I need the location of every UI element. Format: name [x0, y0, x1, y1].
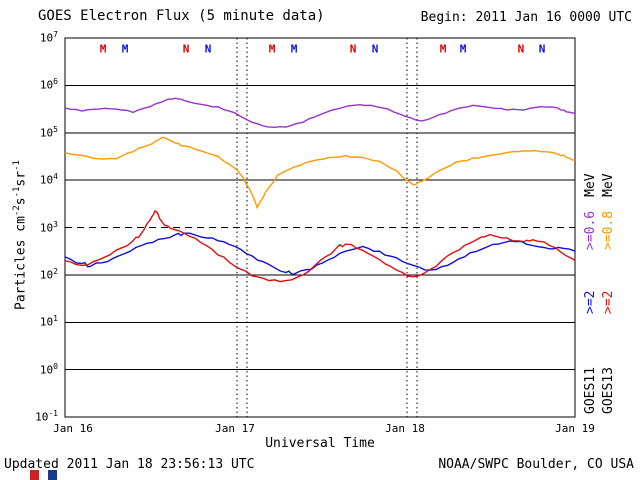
- legend-goes13-energy1: >=0.8 MeV: [601, 173, 616, 250]
- svg-text:M: M: [100, 42, 107, 55]
- chart-title: GOES Electron Flux (5 minute data): [38, 8, 325, 24]
- legend-goes11-energy1-value: >=0.6: [583, 210, 598, 250]
- svg-text:N: N: [183, 42, 190, 55]
- legend-goes11-unit: MeV: [583, 173, 598, 197]
- y-tick-label: 107: [39, 30, 58, 45]
- logo-stripe-red: [30, 470, 39, 480]
- legend-goes13-energy2-value: >=2: [601, 290, 616, 314]
- noaa-logo: [30, 470, 57, 480]
- legend-goes13-energy1-value: >=0.8: [601, 210, 616, 250]
- y-tick-label: 102: [39, 266, 58, 282]
- legend-goes11-satellite: GOES11: [583, 367, 598, 414]
- legend-goes11-energy2: >=2: [583, 291, 598, 314]
- svg-text:N: N: [205, 42, 212, 55]
- svg-text:M: M: [291, 42, 298, 55]
- begin-timestamp: Begin: 2011 Jan 16 0000 UTC: [420, 10, 632, 25]
- y-tick-label: 104: [39, 172, 58, 187]
- svg-text:M: M: [122, 42, 129, 55]
- y-tick-label: 101: [39, 314, 58, 329]
- logo-stripe-white: [39, 470, 48, 480]
- svg-text:M: M: [440, 42, 447, 55]
- svg-text:M: M: [269, 42, 276, 55]
- legend-goes11-energy1: >=0.6 MeV: [583, 173, 598, 250]
- y-tick-label: 100: [39, 361, 58, 377]
- x-axis-label: Universal Time: [265, 436, 375, 451]
- svg-text:M: M: [460, 42, 467, 55]
- updated-timestamp: Updated 2011 Jan 18 23:56:13 UTC: [4, 457, 255, 472]
- y-tick-label: 103: [39, 219, 58, 235]
- y-tick-label: 10-1: [35, 409, 58, 424]
- logo-stripe-blue: [48, 470, 57, 480]
- x-tick-label: Jan 17: [215, 422, 255, 435]
- legend-goes13-unit: MeV: [601, 173, 616, 197]
- svg-text:N: N: [518, 42, 525, 55]
- svg-text:N: N: [539, 42, 546, 55]
- legend-goes13-satellite: GOES13: [601, 367, 616, 414]
- legend-goes13-energy2: >=2: [601, 291, 616, 314]
- credit-text: NOAA/SWPC Boulder, CO USA: [438, 457, 634, 472]
- y-tick-label: 106: [39, 77, 58, 93]
- legend-goes11-energy2-value: >=2: [583, 290, 598, 314]
- svg-text:N: N: [372, 42, 379, 55]
- x-tick-label: Jan 16: [53, 422, 93, 435]
- x-tick-label: Jan 18: [385, 422, 425, 435]
- x-tick-label: Jan 19: [555, 422, 595, 435]
- svg-text:N: N: [350, 42, 357, 55]
- y-tick-label: 105: [39, 124, 58, 140]
